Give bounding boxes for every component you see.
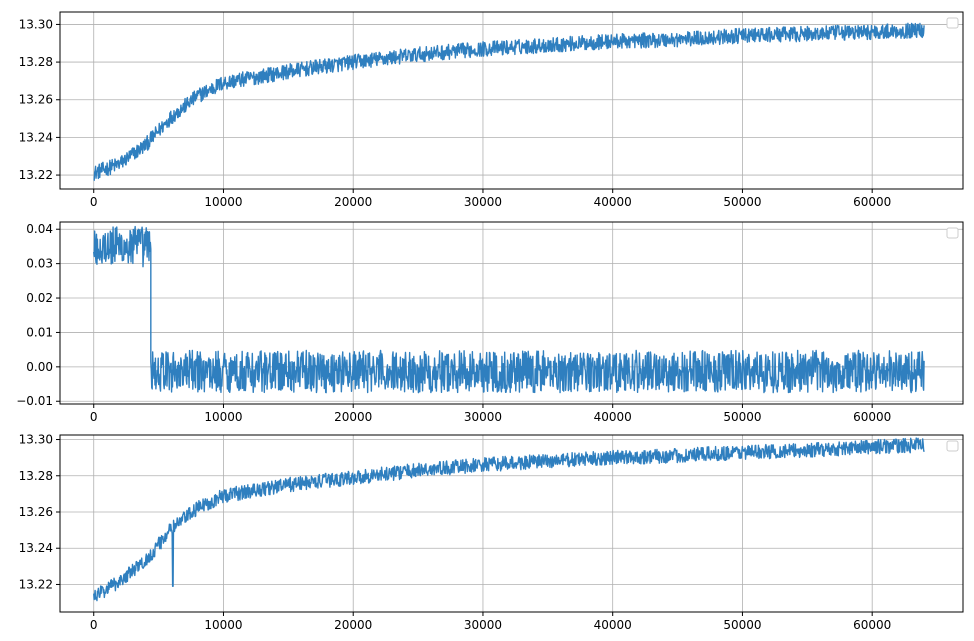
axes-frame: [59, 11, 964, 190]
x-tick-label: 0: [90, 195, 98, 209]
axes-3: 0 10000 20000 30000 40000 50000 60000 13.22 13.2…: [19, 433, 964, 632]
y-tick-label: 0.00: [26, 360, 53, 374]
x-tick-label: 0: [90, 410, 98, 424]
x-tick-label: 20000: [334, 618, 372, 632]
x-tick-label: 60000: [853, 618, 891, 632]
x-tick-label: 10000: [204, 618, 242, 632]
axes-1: 0 10000 20000 30000 40000 50000 60000 13.22 13.2…: [19, 11, 964, 209]
x-tick-label: 60000: [853, 410, 891, 424]
y-tick-label: 13.28: [19, 469, 53, 483]
x-tick-label: 30000: [464, 195, 502, 209]
y-tick-label: 13.26: [19, 505, 53, 519]
x-tick-label: 30000: [464, 618, 502, 632]
x-tick-label: 30000: [464, 410, 502, 424]
y-tick-label: 13.22: [19, 168, 53, 182]
x-tick-label: 40000: [594, 410, 632, 424]
axes-frame: [59, 434, 964, 613]
x-tick-label: 40000: [594, 195, 632, 209]
y-tick-label: 13.30: [19, 433, 53, 447]
axes-2: 0 10000 20000 30000 40000 50000 60000 −0.01 0.00…: [16, 221, 964, 424]
x-tick-label: 20000: [334, 410, 372, 424]
x-tick-label: 20000: [334, 195, 372, 209]
axes-frame: [59, 221, 964, 405]
x-tick-label: 10000: [204, 195, 242, 209]
y-tick-label: 13.28: [19, 55, 53, 69]
y-tick-label: 13.26: [19, 93, 53, 107]
y-tick-label: 0.02: [26, 291, 53, 305]
y-tick-label: 13.24: [19, 130, 53, 144]
x-tick-label: 50000: [723, 618, 761, 632]
x-tick-label: 50000: [723, 410, 761, 424]
series-line-1: [93, 22, 925, 182]
y-tick-label: 13.30: [19, 17, 53, 31]
series-line-1: [93, 437, 925, 602]
y-tick-label: 0.03: [26, 257, 53, 271]
x-tick-label: 60000: [853, 195, 891, 209]
y-tick-label: 13.22: [19, 577, 53, 591]
y-tick-label: −0.01: [16, 394, 53, 408]
legend-box: [946, 17, 959, 29]
series-line-1: [93, 225, 925, 394]
y-tick-label: 0.01: [26, 325, 53, 339]
x-tick-label: 40000: [594, 618, 632, 632]
x-tick-label: 10000: [204, 410, 242, 424]
legend-box: [946, 227, 959, 239]
legend-box: [946, 440, 959, 452]
x-tick-label: 50000: [723, 195, 761, 209]
y-tick-label: 0.04: [26, 222, 53, 236]
y-tick-label: 13.24: [19, 541, 53, 555]
x-tick-label: 0: [90, 618, 98, 632]
